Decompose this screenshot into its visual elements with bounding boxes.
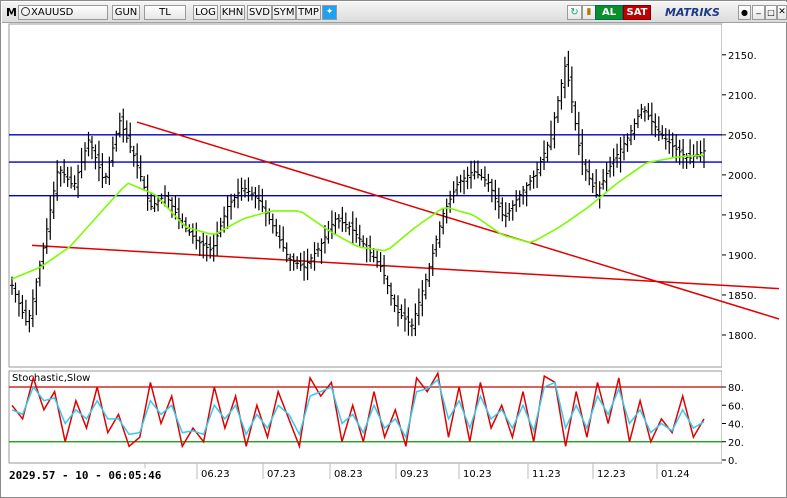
y-tick-label: 1850. (728, 291, 757, 302)
y-tick-label: 1950. (728, 211, 757, 222)
x-tick-label: 01.24 (661, 469, 690, 480)
price-axis-area (722, 24, 780, 463)
x-tick-label: 11.23 (532, 469, 561, 480)
y-tick-label: 2050. (728, 131, 757, 142)
stochastic-title: Stochastic,Slow (12, 373, 90, 384)
y-tick-label: 1900. (728, 251, 757, 262)
symbol-selector[interactable]: XAUUSD (18, 5, 108, 20)
x-tick-label: 09.23 (400, 469, 429, 480)
x-tick-label: 08.23 (334, 469, 363, 480)
search-icon (21, 7, 30, 16)
x-tick-label: 07.23 (267, 469, 296, 480)
x-tick-label: 06.23 (201, 469, 230, 480)
sym-button[interactable]: SYM (272, 5, 296, 20)
svd-button[interactable]: SVD (247, 5, 272, 20)
log-button[interactable]: LOG (193, 5, 218, 20)
moving-average-line (11, 154, 705, 280)
minimize-icon[interactable]: _ (752, 5, 765, 20)
y-tick-label: 1800. (728, 331, 757, 342)
y-tick-label: 2100. (728, 91, 757, 102)
window-icon: M (6, 6, 17, 19)
period-button[interactable]: GUN (112, 5, 140, 20)
stoch-y-tick-label: 40. (728, 420, 744, 431)
y-tick-label: 2000. (728, 171, 757, 182)
x-tick-label: 10.23 (463, 469, 492, 480)
currency-button[interactable]: TL (144, 5, 186, 20)
trend-line (31, 244, 780, 290)
stochastic-k-line (11, 371, 705, 450)
cursor-readout: 2029.57 - 10 - 06:05:46 (7, 468, 164, 484)
pin-icon[interactable]: ● (738, 5, 751, 20)
stoch-y-tick-label: 60. (728, 401, 744, 412)
symbol-label: XAUUSD (31, 7, 74, 18)
stochastic-d-line (11, 378, 705, 440)
alert-buy-button[interactable]: AL (595, 5, 623, 20)
chart-toolbar: M XAUUSD GUN TL LOG KHN SVD SYM TMP ✦ ↻ … (2, 2, 787, 23)
trend-line (136, 121, 780, 320)
alert-sell-button[interactable]: SAT (623, 5, 651, 20)
stoch-y-tick-label: 20. (728, 438, 744, 449)
twitter-icon[interactable]: ✦ (322, 5, 337, 20)
stoch-y-tick-label: 80. (728, 383, 744, 394)
khn-button[interactable]: KHN (220, 5, 245, 20)
stoch-y-tick-label: 0. (728, 456, 738, 467)
maximize-icon[interactable]: □ (765, 5, 777, 20)
stochastic-panel (8, 370, 723, 464)
x-tick-label: 12.23 (597, 469, 626, 480)
tmp-button[interactable]: TMP (296, 5, 321, 20)
y-tick-label: 2150. (728, 51, 757, 62)
refresh-icon[interactable]: ↻ (567, 5, 582, 20)
brand-logo: MATRIKS (665, 6, 720, 19)
